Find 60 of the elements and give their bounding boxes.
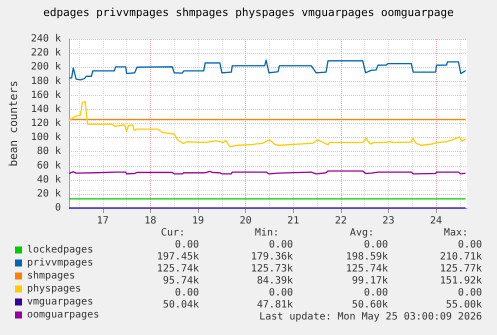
y-tick-label: 80 k	[36, 146, 61, 158]
text: 0.00	[174, 240, 200, 250]
legend-label: vmguarpages	[27, 296, 94, 308]
text: 197.45k	[156, 252, 200, 262]
text: 125.74k	[156, 264, 200, 274]
text: 0.00	[174, 288, 200, 298]
text: Cur:	[160, 228, 186, 238]
x-tick-label: 17	[96, 216, 109, 226]
line-series	[68, 101, 466, 148]
y-tick-label: 0	[54, 202, 61, 214]
y-tick-label: 140 k	[30, 104, 61, 115]
text: 125.73k	[250, 264, 294, 274]
text: 55.00k	[446, 300, 482, 310]
text: 210.71k	[440, 252, 482, 262]
text: Min:	[254, 228, 280, 238]
x-tick-label: 19	[192, 216, 204, 226]
text: 179.36k	[250, 252, 294, 262]
text: Avg:	[350, 228, 374, 238]
x-tick-label: 20	[240, 216, 252, 226]
x-tick-label: 18	[144, 216, 156, 226]
text: Last update: Mon May 25 03:00:09 2026	[259, 312, 482, 322]
legend-label: shmpages	[27, 270, 76, 282]
text: 0.00	[268, 288, 294, 298]
y-tick-label: 160 k	[30, 90, 61, 101]
text: 0.00	[268, 240, 294, 250]
y-tick-label: 200 k	[30, 62, 61, 73]
text: 151.92k	[440, 276, 482, 286]
text: 0.00	[364, 288, 388, 298]
y-tick-label: 40 k	[36, 174, 61, 186]
text: Max:	[444, 228, 468, 238]
legend-label: oomguarpages	[27, 310, 100, 320]
text: 125.77k	[440, 264, 482, 274]
legend-label: privvmpages	[27, 258, 94, 268]
x-tick-label: 21	[287, 216, 300, 226]
y-tick-label: 180 k	[30, 76, 61, 87]
text: 0.00	[364, 240, 388, 250]
text: 84.39k	[256, 276, 293, 286]
text: 50.60k	[352, 300, 388, 310]
y-tick-label: 20 k	[36, 188, 61, 200]
legend-label: physpages	[27, 284, 82, 294]
line-series	[68, 59, 466, 80]
text: 125.74k	[346, 264, 388, 274]
x-tick-label: 22	[334, 216, 347, 226]
text: 0.00	[458, 240, 482, 250]
text: 50.04k	[162, 300, 199, 310]
y-tick-label: 240 k	[30, 34, 61, 44]
chart-title: edpages privvmpages shmpages physpages vmguarpages oomguarpage	[43, 6, 454, 19]
x-tick-label: 23	[382, 216, 394, 226]
y-tick-label: 100 k	[30, 132, 61, 144]
text: 198.59k	[346, 252, 388, 262]
x-tick-label: 24	[430, 216, 442, 226]
y-tick-label: 220 k	[30, 48, 61, 59]
legend-label: lockedpages	[27, 244, 94, 256]
y-axis-title: bean counters	[7, 80, 20, 167]
text: 99.17k	[352, 276, 388, 286]
text: 47.81k	[256, 300, 293, 310]
text: 0.00	[458, 288, 482, 298]
y-tick-label: 60 k	[36, 160, 61, 172]
y-tick-label: 120 k	[30, 118, 61, 129]
text: 95.74k	[162, 276, 199, 286]
